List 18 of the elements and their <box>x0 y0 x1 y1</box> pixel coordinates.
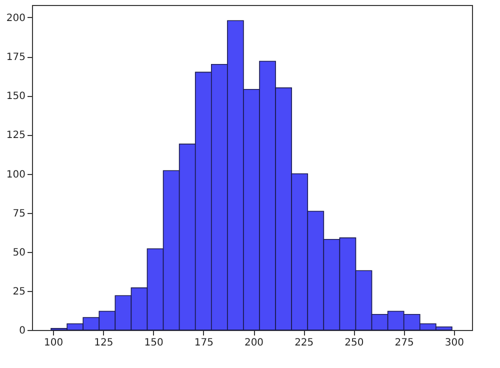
x-tick-label: 125 <box>94 338 114 348</box>
x-tick-label: 275 <box>394 338 414 348</box>
y-tick-label: 175 <box>6 52 26 64</box>
y-tick-label: 50 <box>12 247 26 258</box>
x-tick-label: 175 <box>194 338 214 348</box>
y-tick-label: 100 <box>6 169 26 180</box>
x-tick-label: 150 <box>144 338 164 348</box>
x-tick-label: 300 <box>444 338 464 348</box>
y-tick-label: 150 <box>6 91 26 102</box>
x-tick-label: 100 <box>44 338 64 348</box>
y-tick-label: 25 <box>12 286 26 298</box>
x-tick-label: 225 <box>294 338 314 348</box>
y-tick-label: 0 <box>19 326 26 336</box>
y-tick-label: 75 <box>12 208 26 220</box>
x-tick-label: 200 <box>244 338 264 348</box>
y-tick-label: 125 <box>6 130 26 142</box>
x-tick-label: 250 <box>344 338 364 348</box>
y-tick-label: 200 <box>6 13 26 24</box>
